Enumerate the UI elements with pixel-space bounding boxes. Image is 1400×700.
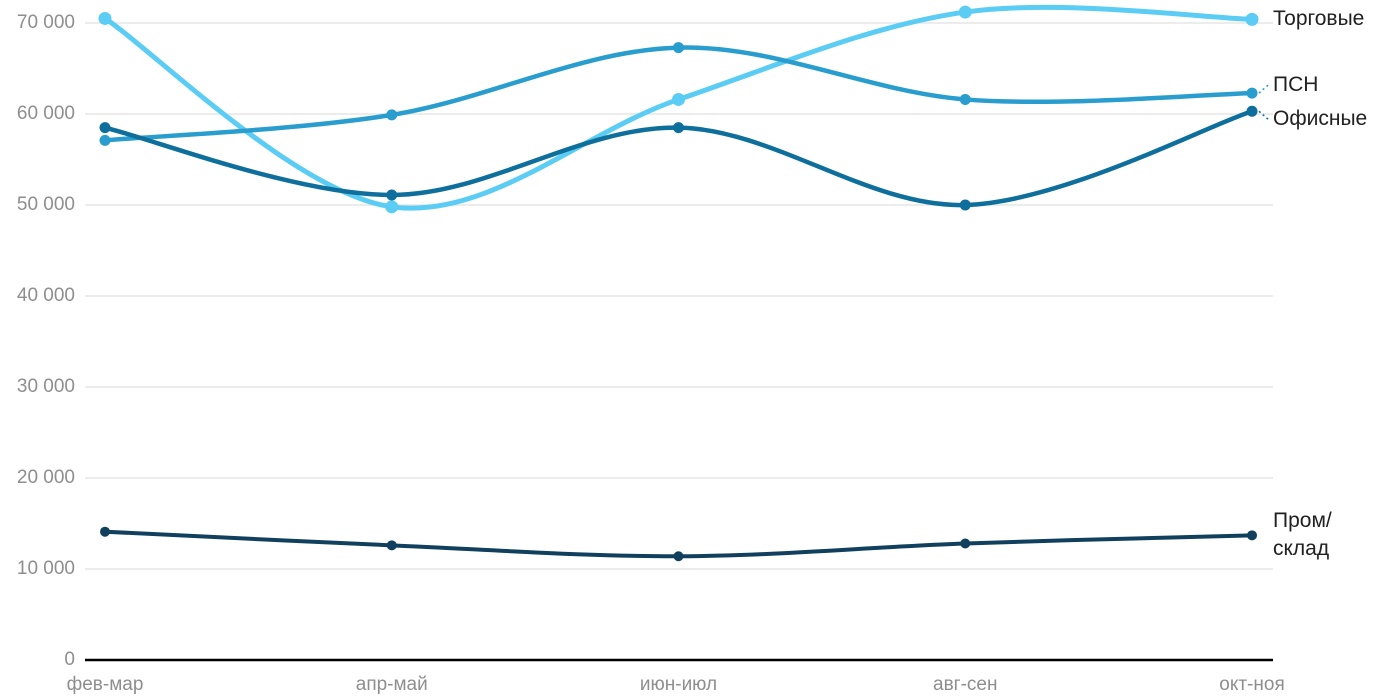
x-tick-label: апр-май bbox=[355, 674, 428, 695]
y-tick-label: 70 000 bbox=[16, 12, 75, 33]
series-dot-2-2 bbox=[673, 122, 684, 134]
series-label-2: Офисные bbox=[1273, 107, 1368, 131]
x-tick-label: авг-сен bbox=[933, 674, 998, 695]
series-dot-1-2 bbox=[673, 42, 684, 54]
series-dot-1-3 bbox=[959, 93, 971, 105]
series-dot-1-4 bbox=[1246, 87, 1258, 99]
series-dot-0-4 bbox=[1245, 12, 1259, 26]
y-tick-label: 20 000 bbox=[16, 467, 75, 488]
x-tick-label: фев-мар bbox=[66, 674, 144, 695]
series-dot-3-1 bbox=[386, 540, 397, 551]
series-label-0: Торговые bbox=[1273, 7, 1365, 31]
series-dot-0-0 bbox=[98, 11, 112, 25]
series-dot-0-3 bbox=[958, 5, 972, 19]
series-dot-0-1 bbox=[385, 200, 399, 214]
series-dot-2-4 bbox=[1246, 105, 1258, 117]
y-tick-label: 0 bbox=[64, 649, 75, 670]
series-dot-2-0 bbox=[99, 122, 111, 134]
series-dot-3-0 bbox=[100, 526, 110, 537]
series-dot-2-1 bbox=[386, 189, 398, 201]
label-leader-line-2 bbox=[1258, 110, 1269, 120]
x-tick-label: окт-ноя bbox=[1219, 674, 1285, 695]
series-dot-1-0 bbox=[99, 134, 111, 146]
series-label-3: Пром/ склад bbox=[1273, 509, 1332, 561]
series-dot-2-3 bbox=[959, 199, 971, 211]
series-dot-1-1 bbox=[386, 109, 398, 121]
series-dot-0-2 bbox=[672, 92, 685, 106]
y-tick-label: 10 000 bbox=[16, 558, 75, 579]
y-tick-label: 60 000 bbox=[16, 103, 75, 124]
series-dot-3-4 bbox=[1247, 530, 1257, 541]
label-leader-line-1 bbox=[1258, 84, 1269, 94]
series-dot-3-3 bbox=[960, 538, 971, 549]
y-tick-label: 30 000 bbox=[16, 376, 75, 397]
x-tick-label: июн-июл bbox=[639, 674, 718, 695]
series-dot-3-2 bbox=[673, 551, 684, 562]
y-tick-label: 50 000 bbox=[16, 194, 75, 215]
series-label-1: ПСН bbox=[1273, 73, 1319, 97]
y-tick-label: 40 000 bbox=[16, 285, 75, 306]
